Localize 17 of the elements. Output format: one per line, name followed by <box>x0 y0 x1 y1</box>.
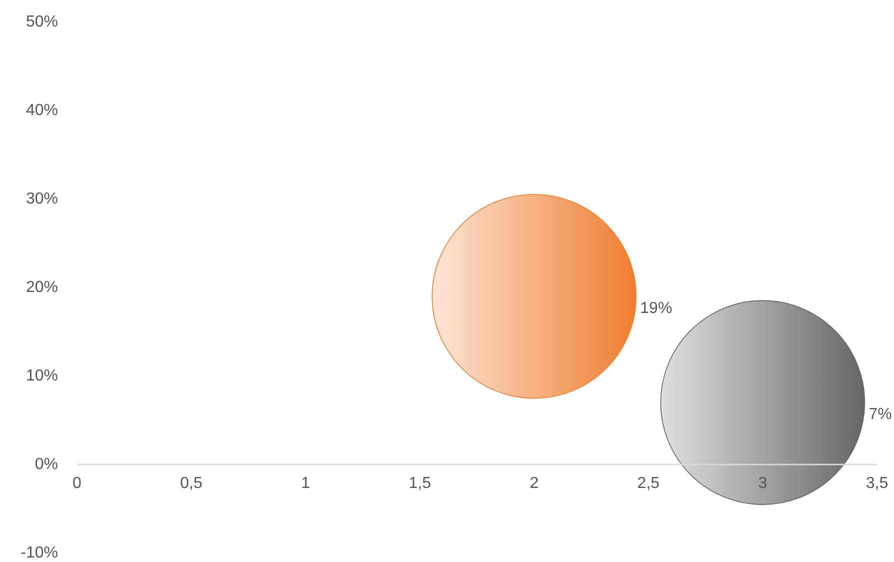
x-tick-label: 2,5 <box>637 474 660 492</box>
y-tick-label: 30% <box>26 190 58 208</box>
data-label: 19% <box>640 300 672 317</box>
x-tick-label: 0,5 <box>180 474 203 492</box>
x-tick-label: 3,5 <box>866 474 888 492</box>
x-tick-label: 3 <box>758 474 768 492</box>
y-tick-label: 50% <box>26 14 58 30</box>
y-tick-label: -10% <box>20 544 58 562</box>
y-tick-label: 0% <box>34 456 58 473</box>
x-tick-label: 0 <box>72 474 82 492</box>
data-label: 7% <box>868 406 892 424</box>
y-tick-label: 10% <box>26 368 58 384</box>
y-tick-label: 40% <box>26 102 58 119</box>
x-tick-label: 2 <box>530 474 539 492</box>
x-tick-label: 1,5 <box>408 474 432 492</box>
x-tick-label: 1 <box>301 474 310 492</box>
y-tick-label: 20% <box>26 279 58 296</box>
